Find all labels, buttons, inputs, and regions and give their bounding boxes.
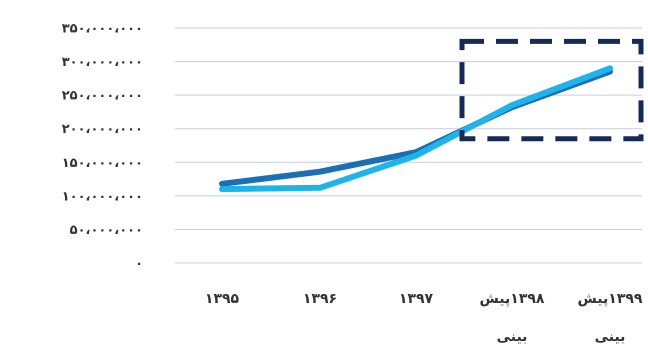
x-tick-label: ۱۳۹۷	[399, 291, 434, 307]
series-lines	[219, 65, 613, 193]
x-tick-label-line: ۱۳۹۹پیش	[578, 291, 643, 307]
series-1-point	[219, 181, 225, 187]
y-tick-label: ۲۰۰،۰۰۰،۰۰۰	[62, 122, 143, 137]
forecast-highlight	[459, 38, 644, 142]
forecast-highlight-box	[459, 38, 644, 142]
series-2-point	[317, 185, 323, 191]
series-2-point	[509, 102, 515, 108]
x-tick-label: ۱۳۹۶	[303, 291, 337, 307]
y-tick-label: ۲۵۰،۰۰۰،۰۰۰	[62, 89, 143, 104]
series-2-point	[413, 153, 419, 159]
y-tick-label: ۳۰۰،۰۰۰،۰۰۰	[62, 55, 143, 70]
series-2-point	[607, 65, 613, 71]
y-tick-label: ۵۰،۰۰۰،۰۰۰	[70, 223, 143, 238]
x-tick-label: ۱۳۹۵	[205, 291, 240, 307]
y-tick-label: ۱۰۰،۰۰۰،۰۰۰	[62, 189, 143, 204]
y-tick-label: ۰	[135, 257, 143, 272]
y-tick-label: ۱۵۰،۰۰۰،۰۰۰	[62, 156, 143, 171]
x-axis-tick-labels: ۱۳۹۵ ۱۳۹۶ ۱۳۹۷ ۱۳۹۸پیش بینی ۱۳۹۹پیش بینی	[205, 291, 643, 345]
x-tick-label-line: بینی	[595, 329, 626, 345]
gridlines	[175, 27, 642, 264]
x-tick-label-line: ۱۳۹۷	[399, 291, 434, 307]
x-tick-label-line: ۱۳۹۸پیش	[480, 291, 545, 307]
x-tick-label-line: ۱۳۹۵	[205, 291, 240, 307]
x-tick-label: ۱۳۹۸پیش بینی	[480, 291, 545, 345]
series-2-point	[219, 186, 225, 192]
x-tick-label-line: بینی	[497, 329, 528, 345]
y-axis-tick-labels: ۰ ۵۰،۰۰۰،۰۰۰ ۱۰۰،۰۰۰،۰۰۰ ۱۵۰،۰۰۰،۰۰۰ ۲۰۰،۰۰۰…	[62, 22, 143, 272]
series-1-point	[317, 169, 323, 175]
y-tick-label: ۳۵۰،۰۰۰،۰۰۰	[62, 22, 143, 37]
x-tick-label-line: ۱۳۹۶	[303, 291, 337, 307]
x-tick-label: ۱۳۹۹پیش بینی	[578, 291, 643, 345]
